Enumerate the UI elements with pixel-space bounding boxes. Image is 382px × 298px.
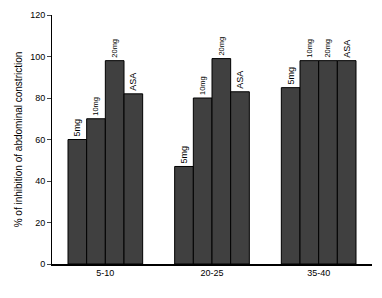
svg-text:60: 60 [35,135,45,145]
svg-text:20: 20 [35,218,45,228]
svg-text:35-40: 35-40 [307,268,330,278]
svg-text:100: 100 [30,52,45,62]
svg-text:5mg: 5mg [72,119,82,137]
svg-text:10mg: 10mg [91,97,100,116]
svg-text:20mg: 20mg [217,37,226,56]
svg-text:ASA: ASA [235,71,245,89]
svg-text:40: 40 [35,176,45,186]
svg-text:5mg: 5mg [286,67,296,85]
svg-text:120: 120 [30,10,45,20]
svg-text:ASA: ASA [342,40,352,58]
svg-text:10mg: 10mg [305,39,314,58]
svg-text:20mg: 20mg [323,39,332,58]
svg-text:0: 0 [40,259,45,269]
svg-text:5-10: 5-10 [96,268,114,278]
svg-text:20mg: 20mg [110,39,119,58]
svg-text:% of inhibition of abdominal c: % of inhibition of abdominal constrictio… [13,52,24,228]
svg-text:5mg: 5mg [179,146,189,164]
svg-text:20-25: 20-25 [200,268,223,278]
svg-text:ASA: ASA [128,73,138,91]
svg-text:10mg: 10mg [198,76,207,95]
svg-text:80: 80 [35,93,45,103]
